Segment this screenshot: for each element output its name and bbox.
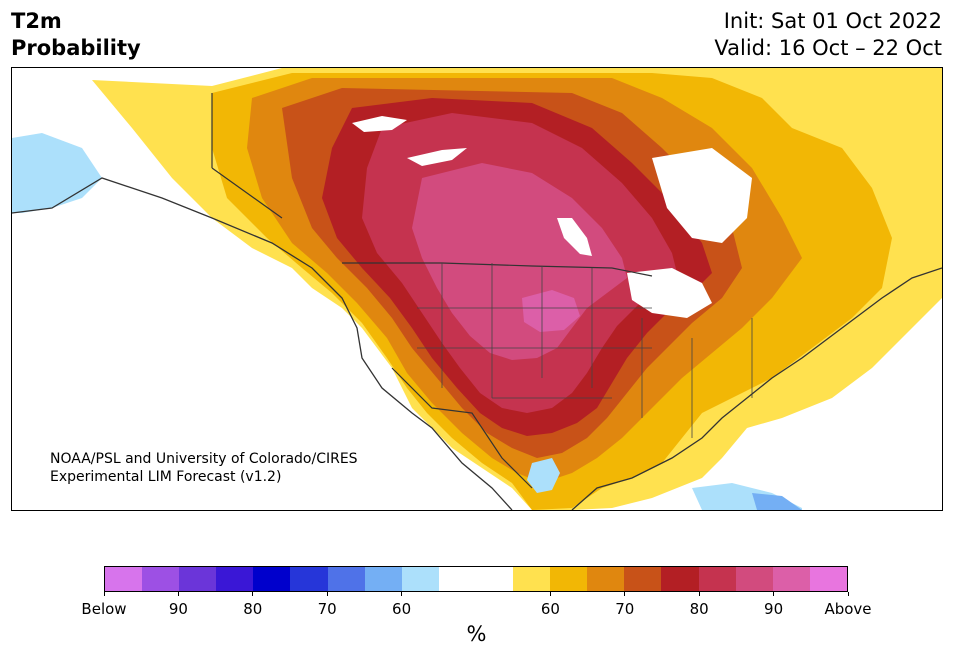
colorbar-tickmark [773,592,775,596]
title-line-2: Probability [11,36,141,60]
hudson-bay [652,148,752,243]
colorbar-tick-label: Below [81,600,127,618]
init-date: Init: Sat 01 Oct 2022 [723,9,942,33]
lake-winnipeg [557,218,592,256]
colorbar-tick-labels: Below 90 80 70 60 60 70 80 90 Above [81,600,871,618]
colorbar-segment [475,567,514,591]
probability-map: NOAA/PSL and University of Colorado/CIRE… [11,67,943,511]
colorbar-segment [290,567,328,591]
colorbar-segment [624,567,662,591]
great-slave-lake [407,148,467,166]
colorbar-segment [438,567,476,591]
colorbar-segment [550,567,588,591]
data-credit: NOAA/PSL and University of Colorado/CIRE… [50,450,358,486]
band-below-light-alaska [12,133,102,213]
colorbar-tickmark [624,592,626,596]
great-bear-lake [352,116,407,132]
great-lakes [627,268,712,318]
colorbar-tickmark [549,592,551,596]
colorbar-unit: % [466,622,487,646]
valid-date: Valid: 16 Oct – 22 Oct [714,36,942,60]
colorbar-segment [661,567,699,591]
colorbar-tick-label: 80 [243,600,263,618]
colorbar-tick-label: 70 [615,600,635,618]
forecast-dates: Init: Sat 01 Oct 2022 Valid: 16 Oct – 22… [714,8,942,62]
colorbar-tickmark [847,592,849,596]
colorbar-segment [179,567,217,591]
colorbar-tick-label: 60 [540,600,560,618]
colorbar-segment [327,567,365,591]
colorbar-tickmark [326,592,328,596]
colorbar-tick-label: 70 [317,600,337,618]
map-canvas [12,68,942,510]
colorbar-segment [735,567,773,591]
state-lines [417,263,753,438]
colorbar-segment [401,567,439,591]
colorbar-tickmark [401,592,403,596]
colorbar-segment [142,567,180,591]
colorbar-tick-label: 80 [689,600,709,618]
colorbar-tick-label: 90 [764,600,784,618]
colorbar-segment [698,567,736,591]
band-below-mid-caribbean [752,493,802,510]
colorbar-tickmark [103,592,105,596]
colorbar-tickmark [698,592,700,596]
title-line-1: T2m [11,9,62,33]
colorbar-tickmark [252,592,254,596]
colorbar-tick-label: 60 [392,600,412,618]
band-above-95 [522,290,580,332]
colorbar-tickmark [177,592,179,596]
colorbar-segment [216,567,254,591]
coastline [12,177,942,510]
country-borders [211,93,653,489]
colorbar-segment [809,567,847,591]
colorbar-segment [364,567,402,591]
colorbar-tick-label: 90 [168,600,188,618]
colorbar-segment [772,567,810,591]
colorbar-segment [513,567,551,591]
colorbar-tick-label: Above [824,600,872,618]
colorbar [104,566,848,592]
credit-line-1: NOAA/PSL and University of Colorado/CIRE… [50,451,358,467]
band-below-light-mexico [527,458,560,493]
colorbar-segment [253,567,291,591]
plot-title: T2m Probability [11,8,141,62]
credit-line-2: Experimental LIM Forecast (v1.2) [50,469,282,485]
colorbar-segment [587,567,625,591]
colorbar-segment [105,567,143,591]
